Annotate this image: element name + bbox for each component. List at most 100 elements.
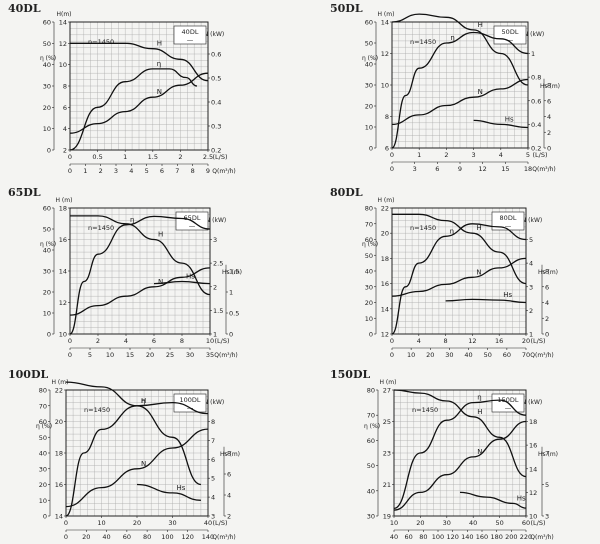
- tick-label: 80: [39, 387, 47, 395]
- tick-label: 40: [365, 268, 373, 276]
- legend-model: 40DL: [182, 28, 199, 36]
- legend-box: [493, 25, 527, 45]
- tick-label: 20: [82, 533, 90, 541]
- tick-label: 0: [390, 337, 394, 345]
- curve-s: [69, 215, 211, 335]
- tick-label: 2: [178, 153, 182, 161]
- tick-label: 5: [529, 236, 533, 244]
- tick-label: 35: [206, 351, 214, 359]
- tick-label: 1.5: [229, 268, 239, 276]
- curve-hs: [459, 491, 527, 509]
- tick-label: 12: [381, 331, 389, 339]
- tick-label: 10: [529, 513, 537, 521]
- curve-s: [393, 399, 527, 510]
- tick-label: 25: [383, 418, 391, 426]
- curve-s: [391, 31, 529, 149]
- x-axis-unit-label: (L/S): [530, 519, 545, 527]
- tick-label: 6: [385, 145, 389, 153]
- tick-label: 18: [55, 450, 63, 458]
- tick-label: 8: [63, 83, 67, 91]
- tick-label: 0: [68, 351, 72, 359]
- tick-label: 1: [229, 289, 233, 297]
- x-axis-unit-label: Q(m³/h): [530, 352, 553, 359]
- curve-n: [69, 72, 209, 134]
- curve-label-hs: Hs: [505, 115, 514, 123]
- curve-n: [393, 420, 527, 511]
- tick-label: 20: [381, 230, 389, 238]
- tick-label: 0.5: [211, 75, 221, 83]
- tick-label: 2: [96, 337, 100, 345]
- curve-h: [70, 42, 209, 82]
- tick-label: 2: [99, 167, 103, 175]
- tick-label: 19: [383, 513, 391, 521]
- curve-label-s: η: [130, 216, 134, 224]
- curve-label-h: H: [476, 224, 481, 232]
- tick-label: 40: [469, 519, 477, 527]
- legend-model: 65DL: [184, 214, 201, 222]
- tick-label: 2: [529, 307, 533, 315]
- x-axis-unit-label: Q(m³/h): [530, 534, 553, 541]
- model-title-150dl: 150DL: [330, 368, 371, 381]
- tick-label: 4: [129, 167, 133, 175]
- tick-label: 1: [123, 153, 127, 161]
- tick-label: 30: [367, 513, 375, 521]
- tick-label: 30: [365, 82, 373, 90]
- x-axis-unit-label: Q(m³/h): [214, 352, 237, 359]
- tick-label: 1: [213, 331, 217, 339]
- tick-label: 16: [495, 337, 503, 345]
- curve-s: [65, 401, 209, 517]
- tick-label: 18: [524, 165, 532, 173]
- tick-label: 10: [365, 124, 373, 132]
- axis-label: H (m): [378, 11, 395, 18]
- tick-label: 0.2: [211, 147, 221, 155]
- tick-label: 70: [522, 351, 530, 359]
- axis-label: N (kW): [522, 399, 542, 406]
- tick-label: 200: [505, 533, 517, 541]
- chart-150dl: 19 21 23 25 27H (m) 30 40 50 60 70 80 η (%) 10 12 14 16…: [364, 379, 558, 541]
- tick-label: 80: [419, 533, 427, 541]
- axis-label: η (%): [362, 55, 378, 62]
- tick-label: 0: [68, 153, 72, 161]
- tick-label: 70: [39, 402, 47, 410]
- tick-label: 0.8: [531, 74, 541, 82]
- tick-label: 140: [461, 533, 473, 541]
- speed-label: n=1450: [88, 224, 114, 232]
- tick-label: 12: [59, 299, 67, 307]
- axis-label: Hs (m): [538, 451, 558, 458]
- tick-label: 21: [383, 481, 391, 489]
- tick-label: 10: [59, 61, 67, 69]
- tick-label: 140: [202, 533, 214, 541]
- curve-label-s: η: [450, 34, 454, 42]
- tick-label: 14: [55, 513, 63, 521]
- tick-label: 1: [529, 331, 533, 339]
- axis-label: N (kW): [522, 217, 542, 224]
- x-axis-unit-label: (L/S): [212, 519, 227, 527]
- tick-label: 16: [59, 236, 67, 244]
- curve-label-h: H: [141, 397, 146, 405]
- tick-label: 18: [529, 418, 537, 426]
- tick-label: 30: [43, 83, 51, 91]
- tick-label: 12: [529, 489, 537, 497]
- curve-h: [70, 215, 211, 296]
- legend-model: 100DL: [179, 396, 200, 404]
- tick-label: 30: [365, 283, 373, 291]
- tick-label: 27: [383, 387, 391, 395]
- tick-label: 60: [43, 205, 51, 213]
- curve-label-s: η: [141, 397, 145, 405]
- tick-label: 4: [547, 113, 551, 121]
- tick-label: 60: [503, 351, 511, 359]
- curve-label-hs: Hs: [517, 494, 526, 502]
- tick-label: 10: [106, 351, 114, 359]
- tick-label: 80: [365, 205, 373, 213]
- tick-label: 3: [413, 165, 417, 173]
- curve-hs: [445, 298, 527, 304]
- x-axis-unit-label: Q(m³/h): [212, 534, 235, 541]
- tick-label: 60: [365, 19, 373, 27]
- tick-label: 14: [381, 19, 389, 27]
- tick-label: 0: [68, 337, 72, 345]
- tick-label: 0: [68, 167, 72, 175]
- tick-label: 40: [43, 61, 51, 69]
- tick-label: 16: [381, 280, 389, 288]
